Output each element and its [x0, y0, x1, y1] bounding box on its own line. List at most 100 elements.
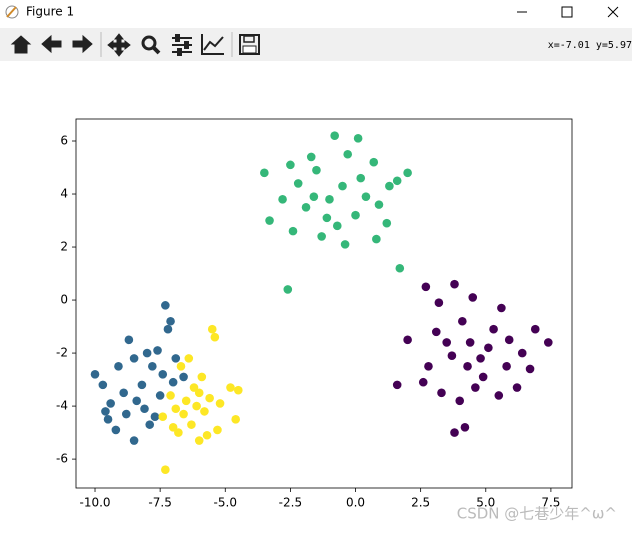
scatter-point	[148, 362, 157, 371]
scatter-point	[166, 316, 175, 326]
scatter-point	[340, 240, 350, 249]
scatter-point	[312, 165, 321, 175]
scatter-point	[460, 422, 470, 432]
scatter-point	[325, 195, 334, 204]
scatter-point	[98, 380, 108, 390]
scatter-point	[179, 409, 188, 419]
scatter-point	[530, 324, 540, 334]
scatter-point	[309, 192, 319, 201]
x-tick-label: -2.5	[279, 496, 302, 510]
edit-axes-button[interactable]	[201, 34, 224, 55]
scatter-point	[465, 338, 475, 347]
y-tick-label: 4	[60, 187, 68, 201]
scatter-point	[293, 179, 303, 188]
toolbar	[0, 28, 632, 61]
scatter-point	[424, 362, 433, 371]
scatter-point	[525, 364, 535, 374]
scatter-point	[142, 348, 152, 358]
scatter-point	[153, 346, 162, 355]
scatter-point	[434, 298, 444, 308]
pan-button[interactable]	[107, 33, 131, 57]
scatter-point	[145, 420, 155, 429]
scatter-point	[517, 348, 527, 358]
x-tick-label: 5.0	[476, 496, 495, 510]
cursor-coordinates: x=-7.01 y=5.97	[548, 40, 632, 51]
scatter-point	[161, 465, 170, 475]
scatter-point	[455, 396, 465, 406]
scatter-point	[106, 399, 115, 408]
scatter-point	[187, 420, 196, 429]
scatter-point	[361, 192, 371, 201]
scatter-point	[301, 202, 311, 212]
x-tick-label: 0.0	[346, 496, 365, 510]
scatter-point	[181, 396, 191, 406]
scatter-point	[171, 354, 181, 363]
zoom-button[interactable]	[141, 35, 161, 55]
window-title: Figure 1	[26, 5, 74, 19]
scatter-point	[392, 380, 402, 390]
scatter-point	[137, 380, 147, 390]
y-tick-label: 0	[60, 293, 68, 307]
scatter-point	[306, 152, 316, 162]
title-bar	[0, 0, 632, 24]
scatter-point	[431, 327, 441, 337]
scatter-point	[215, 399, 225, 408]
scatter-point	[374, 200, 384, 209]
scatter-point	[158, 369, 168, 379]
scatter-point	[395, 263, 405, 273]
scatter-point	[288, 226, 298, 236]
scatter-point	[101, 407, 110, 416]
save-button[interactable]	[239, 34, 260, 55]
scatter-point	[158, 412, 168, 421]
x-tick-label: 7.5	[541, 496, 560, 510]
y-tick-label: -4	[56, 399, 68, 413]
y-tick-label: -2	[56, 346, 68, 360]
scatter-point	[351, 210, 360, 220]
scatter-point	[343, 149, 353, 159]
scatter-point	[543, 338, 553, 347]
scatter-point	[463, 362, 472, 371]
scatter-point	[213, 425, 222, 435]
scatter-point	[437, 388, 446, 398]
scatter-point	[403, 168, 412, 178]
scatter-point	[369, 157, 379, 167]
home-button[interactable]	[10, 35, 32, 54]
app-icon	[5, 5, 19, 19]
close-button[interactable]	[607, 6, 619, 18]
maximize-button[interactable]	[561, 6, 573, 18]
scatter-point	[421, 282, 431, 292]
back-button[interactable]	[41, 34, 62, 54]
scatter-point	[210, 332, 220, 342]
scatter-point	[124, 335, 134, 345]
scatter-point	[322, 213, 332, 223]
scatter-point	[129, 436, 139, 445]
scatter-point	[140, 404, 149, 414]
scatter-point	[450, 428, 459, 437]
scatter-point	[286, 160, 295, 170]
scatter-point	[478, 372, 488, 382]
scatter-point	[382, 218, 392, 228]
scatter-point	[231, 415, 240, 424]
forward-button[interactable]	[72, 34, 93, 54]
scatter-point	[205, 393, 214, 403]
scatter-point	[171, 404, 181, 414]
scatter-point	[150, 412, 160, 421]
scatter-point	[497, 303, 506, 313]
scatter-point	[129, 354, 139, 363]
scatter-point	[111, 425, 121, 435]
y-tick-label: 2	[60, 240, 68, 254]
scatter-point	[233, 385, 243, 395]
scatter-point	[114, 362, 123, 371]
scatter-point	[458, 316, 467, 326]
subplots-button[interactable]	[172, 34, 192, 56]
scatter-point	[489, 324, 498, 334]
scatter-point	[356, 173, 366, 183]
x-tick-label: -7.5	[148, 496, 171, 510]
x-tick-label: 2.5	[411, 496, 430, 510]
scatter-point	[512, 383, 522, 392]
scatter-point	[418, 377, 428, 387]
scatter-point	[202, 430, 212, 440]
scatter-point	[207, 324, 217, 334]
scatter-point	[155, 391, 165, 400]
